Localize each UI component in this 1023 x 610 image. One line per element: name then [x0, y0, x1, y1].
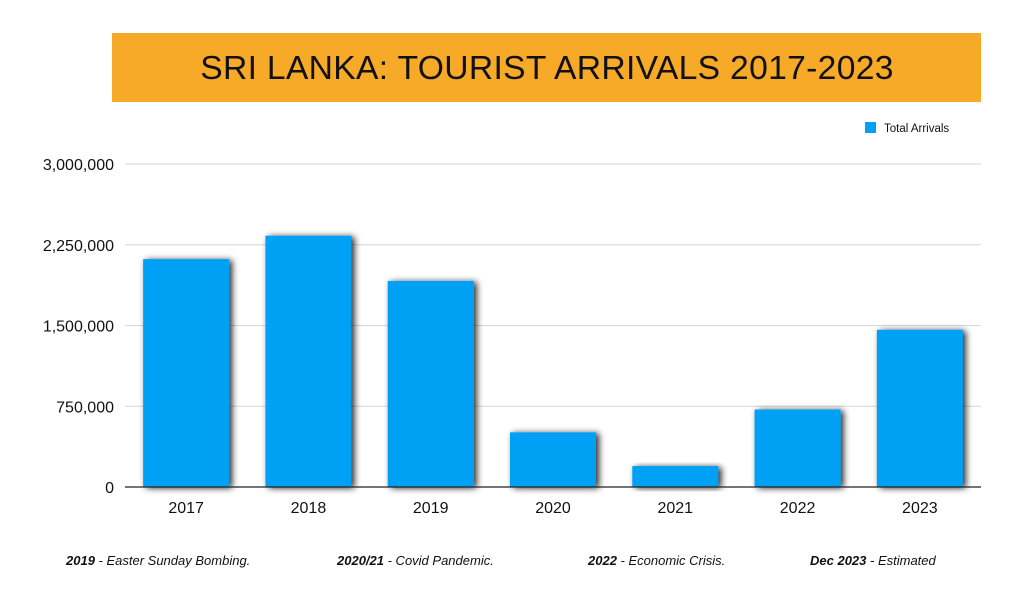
- bar-2020: [510, 432, 596, 487]
- footnote-economic-crisis: 2022 - Economic Crisis.: [588, 553, 726, 568]
- x-tick-label: 2023: [902, 500, 938, 517]
- bar-2021: [632, 466, 719, 487]
- x-tick-label: 2017: [168, 500, 204, 517]
- x-tick-label: 2020: [535, 500, 571, 517]
- y-tick-label: 750,000: [56, 399, 114, 416]
- bar-2022: [754, 409, 841, 487]
- bar-2017: [143, 259, 230, 487]
- x-tick-label: 2018: [291, 500, 327, 517]
- y-tick-label: 2,250,000: [43, 238, 114, 255]
- y-tick-label: 0: [105, 480, 114, 497]
- y-tick-label: 1,500,000: [43, 319, 114, 336]
- footnote-estimated: Dec 2023 - Estimated: [810, 553, 936, 568]
- chart-title: SRI LANKA: TOURIST ARRIVALS 2017-2023: [199, 48, 894, 86]
- bar-2018: [265, 235, 352, 487]
- x-tick-label: 2021: [657, 500, 693, 517]
- legend: Total Arrivals: [865, 122, 949, 135]
- x-tick-label: 2022: [780, 500, 816, 517]
- bar-2019: [387, 280, 474, 487]
- title-banner: SRI LANKA: TOURIST ARRIVALS 2017-2023: [112, 33, 981, 102]
- legend-label: Total Arrivals: [884, 123, 949, 135]
- footnote-covid: 2020/21 - Covid Pandemic.: [337, 553, 494, 568]
- footnote-2019: 2019 - Easter Sunday Bombing.: [66, 553, 251, 568]
- y-tick-label: 3,000,000: [43, 157, 114, 174]
- legend-swatch: [865, 122, 876, 133]
- bar-2023: [876, 329, 963, 487]
- x-tick-label: 2019: [413, 500, 449, 517]
- footnotes: 2019 - Easter Sunday Bombing. 2020/21 - …: [0, 553, 1023, 575]
